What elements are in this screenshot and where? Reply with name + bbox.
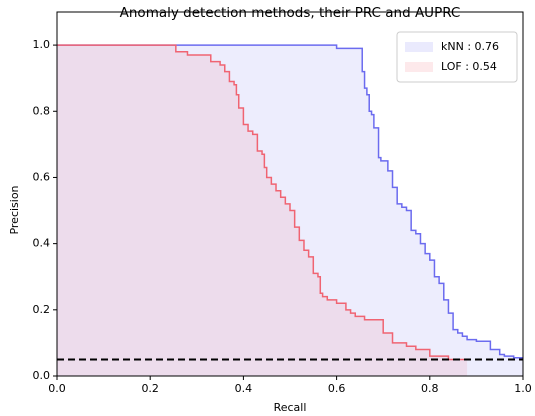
y-tick-label: 0.8 [33, 104, 51, 117]
line [57, 44, 468, 361]
legend-label: kNN : 0.76 [441, 40, 499, 53]
legend-label: LOF : 0.54 [441, 60, 497, 73]
x-axis-label: Recall [274, 401, 307, 414]
legend: kNN : 0.76 LOF : 0.54 [396, 31, 518, 83]
x-tick-label: 0.6 [328, 382, 346, 395]
y-tick-label: 0.0 [33, 369, 51, 382]
legend-box [396, 31, 518, 83]
legend-swatch [405, 62, 433, 72]
y-tick-label: 0.2 [33, 303, 51, 316]
x-tick-label: 0.8 [421, 382, 439, 395]
y-axis-label: Precision [8, 185, 21, 234]
x-tick-label: 1.0 [514, 382, 532, 395]
area [57, 45, 468, 376]
y-tick-label: 0.6 [33, 170, 51, 183]
chart-title: Anomaly detection methods, their PRC and… [120, 5, 461, 21]
line [57, 44, 523, 359]
y-tick-label: 1.0 [33, 38, 51, 51]
x-tick-label: 0.4 [235, 382, 253, 395]
legend-swatch [405, 42, 433, 52]
y-tick-label: 0.4 [33, 237, 51, 250]
plot-frame [56, 11, 524, 377]
x-tick-label: 0.2 [141, 382, 159, 395]
x-tick-label: 0.0 [48, 382, 66, 395]
